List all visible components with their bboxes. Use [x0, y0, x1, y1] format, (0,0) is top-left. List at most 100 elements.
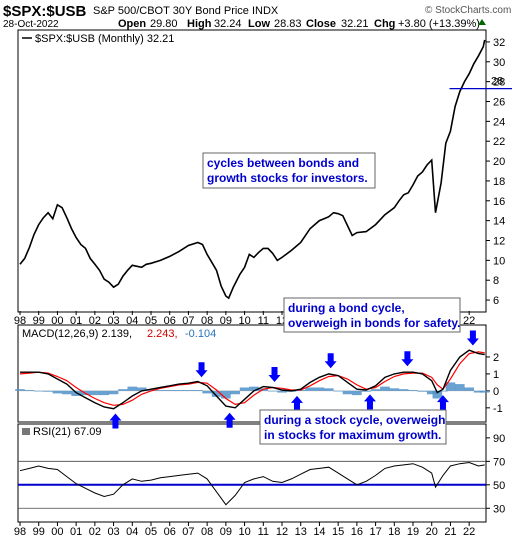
macd-hist-bar-38	[370, 389, 381, 391]
macd-hist-bar-28	[277, 390, 287, 393]
annotation-stock-cycle: during a stock cycle, overweigh in stock…	[259, 409, 447, 445]
x-bottom-label-05: 05	[145, 526, 157, 538]
x-axis-bottom: 98 99 00 01 02 03 04 05 06 07 08 09 10 11 12 13 14 15 16 17…	[14, 522, 475, 538]
x-bottom-label-07: 07	[182, 526, 194, 538]
macd-hist-bar-24	[239, 387, 250, 391]
chg-label: Chg	[374, 18, 395, 30]
macd-hist-bar-47	[445, 382, 456, 391]
price-tick-label-24: 24	[493, 116, 505, 128]
x-bottom-label-09: 09	[220, 526, 232, 538]
x-bottom-label-98: 98	[14, 526, 26, 538]
x-bottom-label-18: 18	[388, 526, 400, 538]
price-tick-label-32: 32	[493, 37, 505, 49]
macd-hist-bar-46	[438, 390, 448, 392]
macd-tick-label--1: -1	[493, 403, 503, 415]
triangle-up-icon	[478, 19, 486, 25]
macd-hist-bar-49	[464, 387, 474, 391]
rsi-tick-label-30: 30	[493, 503, 505, 515]
rsi-layer: 30 50 70 90	[18, 433, 505, 515]
x-bottom-label-08: 08	[201, 526, 213, 538]
macd-hist-bar-48	[454, 384, 465, 391]
macd-hist-bar-23	[230, 390, 241, 395]
macd-hist-bar-13	[136, 387, 147, 391]
rsi-line	[19, 461, 485, 506]
x-bottom-label-20: 20	[426, 526, 438, 538]
symbol-label: $SPX:$USB	[3, 3, 87, 20]
price-tick-label-20: 20	[493, 156, 505, 168]
arrow-down-icon-0	[195, 362, 208, 378]
x-bottom-label-15: 15	[332, 526, 344, 538]
x-top-label-07: 07	[182, 315, 194, 327]
low-label: Low	[248, 18, 270, 30]
price-tick-label-12: 12	[493, 236, 505, 248]
arrow-up-icon-0	[109, 413, 122, 429]
price-tick-label-16: 16	[493, 196, 505, 208]
high-label: High	[187, 18, 212, 30]
x-top-label-04: 04	[126, 315, 138, 327]
macd-hist-bar-17	[174, 390, 184, 391]
arrow-up-icon-4	[436, 395, 449, 411]
macd-hist-bar-41	[398, 389, 409, 391]
price-legend-text: $SPX:$USB (Monthly) 32.21	[35, 33, 174, 45]
annotation-bond-cycle: during a bond cycle, overweigh in bonds …	[283, 297, 461, 333]
macd-tick-label-0: 0	[493, 386, 499, 398]
macd-hist-bar-44	[426, 390, 437, 395]
macd-hist-bar-22	[221, 390, 231, 399]
x-bottom-label-10: 10	[238, 526, 250, 538]
x-bottom-label-17: 17	[369, 526, 381, 538]
macd-hist-bar-16	[164, 390, 175, 391]
rsi-tick-label-90: 90	[493, 433, 505, 445]
macd-hist-bar-15	[155, 390, 166, 391]
x-bottom-label-04: 04	[126, 526, 138, 538]
arrow-down-icon-4	[466, 330, 479, 346]
x-bottom-label-13: 13	[295, 526, 307, 538]
x-bottom-label-01: 01	[70, 526, 82, 538]
price-series-line	[19, 39, 486, 300]
macd-hist-bar-42	[408, 390, 418, 391]
macd-hist-bar-27	[267, 390, 278, 392]
macd-hist-bar-34	[333, 390, 343, 392]
low-value: 28.83	[274, 18, 302, 30]
macd-hist-bar-32	[314, 387, 325, 391]
macd-legend-text: MACD(12,26,9) 2.139,	[22, 328, 132, 340]
macd-hist-bar-43	[417, 390, 428, 392]
x-bottom-label-00: 00	[51, 526, 63, 538]
macd-tick-label-1: 1	[493, 369, 499, 381]
x-bottom-label-02: 02	[89, 526, 101, 538]
macd-hist-bar-25	[249, 386, 259, 391]
price-panel	[17, 29, 487, 313]
x-top-label-10: 10	[238, 315, 250, 327]
arrow-down-icon-1	[268, 366, 281, 382]
annotation-cycles-line-1: cycles between bonds and	[207, 156, 359, 170]
macd-hist-bar-36	[352, 390, 362, 396]
arrow-down-icon-2	[324, 353, 337, 369]
macd-legend: MACD(12,26,9) 2.139, 2.243, -0.104	[22, 328, 216, 340]
price-tick-label-18: 18	[493, 176, 505, 188]
x-top-label-02: 02	[89, 315, 101, 327]
macd-hist-bar-18	[183, 390, 194, 391]
macd-hist-bar-37	[361, 390, 372, 392]
x-bottom-label-21: 21	[444, 526, 456, 538]
annotation-stock-line-1: during a stock cycle, overweigh	[264, 413, 445, 427]
annotation-bond-line-2: overweigh in bonds for safety.	[288, 316, 460, 330]
price-tick-label-28: 28	[493, 77, 505, 89]
x-top-label-01: 01	[70, 315, 82, 327]
x-top-label-22: 22	[463, 315, 475, 327]
macd-tick-label-2: 2	[493, 352, 499, 364]
macd-hist-bar-39	[380, 386, 390, 391]
arrow-up-icon-2	[290, 395, 303, 411]
price-legend: $SPX:$USB (Monthly) 32.21	[22, 33, 174, 45]
x-bottom-label-22: 22	[463, 526, 475, 538]
macd-hist-bar-40	[389, 388, 400, 391]
annotation-cycles-line-2: growth stocks for investors.	[207, 171, 368, 185]
x-top-label-99: 99	[33, 315, 45, 327]
macd-hist-bar-19	[192, 390, 203, 391]
close-value: 32.21	[341, 18, 369, 30]
rsi-panel	[17, 423, 487, 523]
macd-hist-bar-35	[342, 390, 353, 395]
close-label: Close	[306, 18, 336, 30]
annotation-bond-line-1: during a bond cycle,	[288, 301, 405, 315]
price-tick-label-6: 6	[493, 295, 499, 307]
